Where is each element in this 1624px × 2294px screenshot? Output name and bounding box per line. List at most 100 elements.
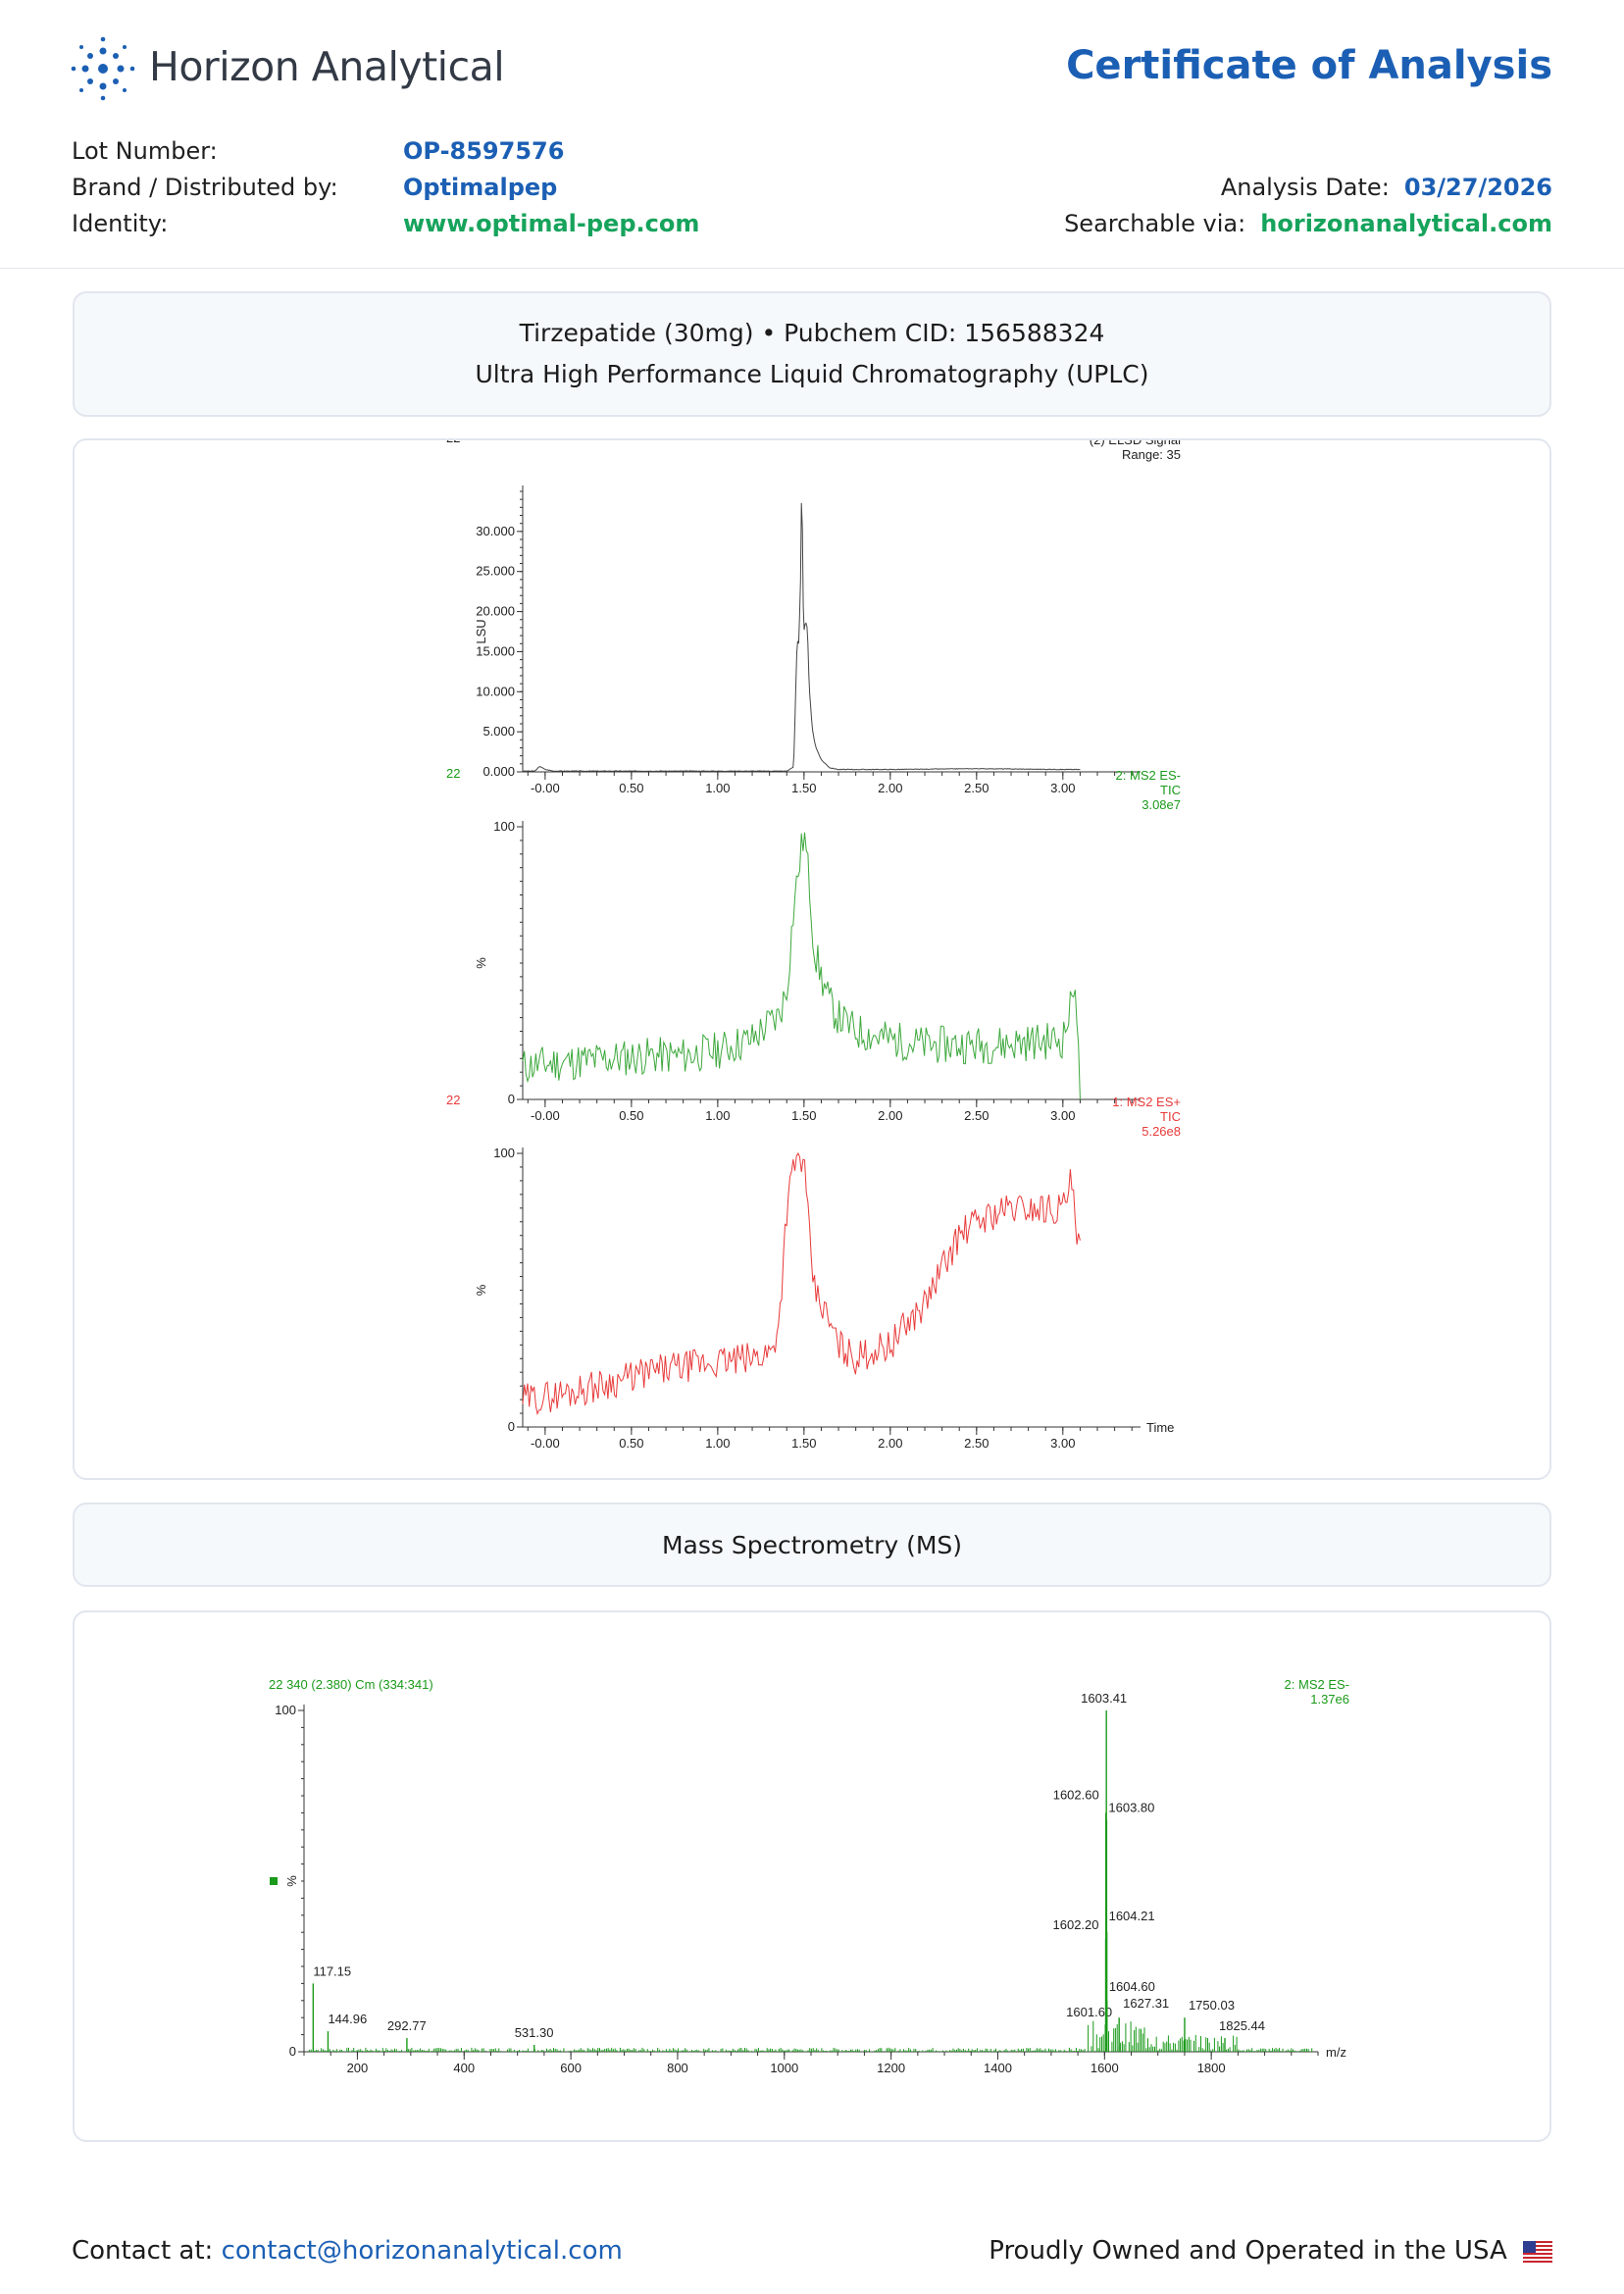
- ms2-es-minus-x-tick-label: 3.00: [1050, 1108, 1075, 1123]
- ms2-es-plus-ylabel: %: [474, 1284, 488, 1296]
- ms2-es-plus-trace: [522, 1151, 1081, 1416]
- ms2-es-minus-trace: [522, 832, 1081, 1100]
- elsd-x-tick-label: 1.00: [705, 781, 730, 795]
- ms-legend-marker: [270, 1877, 278, 1885]
- ms-spectrum-panel: 22 340 (2.380) Cm (334:341) 2: MS2 ES- 1.3…: [73, 1610, 1551, 2142]
- ms-x-tick-label: 1600: [1091, 2061, 1119, 2075]
- chromatogram-panel: 22 (2) ELSD SignalRange: 35 LSU -0.00 0.50 1.…: [73, 431, 1551, 1480]
- ms2-es-plus-x-tick-label: 0.50: [619, 1436, 643, 1451]
- brand-name: Horizon Analytical: [149, 43, 505, 90]
- elsd-ylabel: LSU: [474, 619, 488, 643]
- ms2-es-plus-x-tick-label: -0.00: [531, 1436, 560, 1451]
- ms2-es-plus-info-line: 5.26e8: [1142, 1124, 1181, 1139]
- ms-peak-label: 1825.44: [1219, 2018, 1265, 2033]
- method-line: Ultra High Performance Liquid Chromatogr…: [475, 360, 1149, 388]
- elsd-x-tick-label: 1.50: [791, 781, 816, 795]
- ms-peak-label: 1603.80: [1108, 1800, 1154, 1814]
- ms-peak-label: 531.30: [515, 2025, 554, 2040]
- ms-peak-label: 292.77: [387, 2018, 427, 2033]
- ms-info-line: 1.37e6: [1310, 1692, 1349, 1707]
- ms2-es-minus-x-tick-label: 0.50: [619, 1108, 643, 1123]
- ms2-es-minus-y-tick-label: 0: [508, 1092, 515, 1106]
- ms-peak-label: 1601.60: [1066, 2005, 1112, 2019]
- ms2-es-plus-x-tick-label: 2.50: [964, 1436, 989, 1451]
- ms-y-tick-label: 100: [275, 1703, 296, 1717]
- chart-elsd: 22 (2) ELSD SignalRange: 35 LSU -0.00 0.50 1.…: [446, 431, 1181, 795]
- ms-peak-label: 1602.20: [1053, 1917, 1099, 1932]
- header-divider: [0, 268, 1624, 269]
- ms-x-tick-label: 1400: [984, 2061, 1012, 2075]
- ms-x-tick-label: 200: [347, 2061, 369, 2075]
- elsd-y-tick-label: 30.000: [476, 524, 515, 538]
- ms-x-tick-label: 1200: [877, 2061, 905, 2075]
- identity-link[interactable]: www.optimal-pep.com: [403, 210, 700, 237]
- elsd-y-tick-label: 25.000: [476, 564, 515, 579]
- ms2-es-minus-x-tick-label: 2.50: [964, 1108, 989, 1123]
- searchable-label: Searchable via:: [1064, 210, 1246, 237]
- brand-label: Brand / Distributed by:: [72, 174, 338, 201]
- ms-title-panel: Mass Spectrometry (MS): [73, 1503, 1551, 1587]
- searchable-row: Searchable via: horizonanalytical.com: [1064, 210, 1552, 237]
- ms-peak-label: 144.96: [328, 2012, 367, 2026]
- brand-logo: Horizon Analytical: [71, 35, 620, 102]
- document-title: Certificate of Analysis: [1066, 43, 1552, 88]
- ms-peak-label: 1604.60: [1109, 1979, 1155, 1994]
- elsd-info-line: (2) ELSD Signal: [1090, 440, 1181, 447]
- analysis-date-label: Analysis Date:: [1220, 174, 1390, 201]
- elsd-y-tick-label: 0.000: [482, 764, 515, 779]
- chromatogram-figure: 22 (2) ELSD SignalRange: 35 LSU -0.00 0.50 1.…: [446, 431, 1181, 1451]
- product-line: Tirzepatide (30mg) • Pubchem CID: 156588…: [519, 319, 1105, 347]
- ms-x-tick-label: 1000: [770, 2061, 798, 2075]
- uplc-title-panel: Tirzepatide (30mg) • Pubchem CID: 156588…: [73, 291, 1551, 417]
- horizon-logo-icon: [71, 36, 135, 101]
- lot-number-label: Lot Number:: [72, 137, 218, 165]
- ms-x-tick-label: 600: [560, 2061, 582, 2075]
- elsd-x-tick-label: 0.50: [619, 781, 643, 795]
- ms-peak-label: 1750.03: [1189, 1998, 1235, 2013]
- ms2-es-minus-x-tick-label: -0.00: [531, 1108, 560, 1123]
- footer-usa: Proudly Owned and Operated in the USA: [989, 2236, 1552, 2266]
- ms2-es-plus-x-tick-label: 2.00: [878, 1436, 902, 1451]
- elsd-trace: [522, 502, 1081, 773]
- elsd-y-tick-label: 10.000: [476, 684, 515, 698]
- elsd-x-tick-label: 2.00: [878, 781, 902, 795]
- footer-contact: Contact at: contact@horizonanalytical.co…: [72, 2236, 623, 2266]
- ms2-es-plus-y-tick-label: 0: [508, 1419, 515, 1434]
- elsd-x-tick-label: 2.50: [964, 781, 989, 795]
- searchable-link[interactable]: horizonanalytical.com: [1260, 210, 1552, 237]
- analysis-date-value: 03/27/2026: [1403, 174, 1552, 201]
- ms2-es-minus-x-tick-label: 1.00: [705, 1108, 730, 1123]
- ms-x-tick-label: 400: [453, 2061, 475, 2075]
- ms-xlabel: m/z: [1326, 2045, 1346, 2060]
- ms2-es-plus-info-line: TIC: [1160, 1109, 1181, 1124]
- brand-value: Optimalpep: [403, 174, 558, 201]
- ms2-es-minus-x-tick-label: 2.00: [878, 1108, 902, 1123]
- ms-peak-label: 1602.60: [1053, 1787, 1099, 1802]
- ms2-es-minus-ylabel: %: [474, 957, 488, 969]
- ms-peak-label: 1627.31: [1123, 1996, 1169, 2011]
- ms-info-line: 2: MS2 ES-: [1285, 1677, 1349, 1692]
- ms-peak-label: 117.15: [313, 1963, 351, 1978]
- ms-spectrum-figure: 22 340 (2.380) Cm (334:341) 2: MS2 ES-1.3…: [269, 1677, 1349, 2075]
- ms2-es-minus-x-tick-label: 1.50: [791, 1108, 816, 1123]
- elsd-run-label: 22: [446, 440, 460, 445]
- ms2-es-plus-x-tick-label: 3.00: [1050, 1436, 1075, 1451]
- ms2-es-plus-info-line: 1: MS2 ES+: [1112, 1095, 1181, 1109]
- ms-scan-label: 22 340 (2.380) Cm (334:341): [269, 1677, 433, 1692]
- ms2-es-plus-xlabel: Time: [1146, 1420, 1174, 1435]
- ms-peak-label: 1603.41: [1081, 1691, 1127, 1706]
- ms2-es-minus-run-label: 22: [446, 766, 460, 781]
- usa-text: Proudly Owned and Operated in the USA: [989, 2236, 1507, 2266]
- ms2-es-minus-y-tick-label: 100: [493, 819, 515, 834]
- identity-label: Identity:: [72, 210, 169, 237]
- ms2-es-plus-x-tick-label: 1.50: [791, 1436, 816, 1451]
- contact-email-link[interactable]: contact@horizonanalytical.com: [221, 2236, 623, 2266]
- elsd-y-tick-label: 15.000: [476, 643, 515, 658]
- analysis-date-row: Analysis Date: 03/27/2026: [1221, 174, 1552, 201]
- ms2-es-plus-y-tick-label: 100: [493, 1146, 515, 1160]
- ms2-es-plus-run-label: 22: [446, 1093, 460, 1107]
- chart-ms-spectrum: 22 340 (2.380) Cm (334:341) 2: MS2 ES-1.3…: [269, 1677, 1349, 2075]
- ms-x-tick-label: 1800: [1197, 2061, 1226, 2075]
